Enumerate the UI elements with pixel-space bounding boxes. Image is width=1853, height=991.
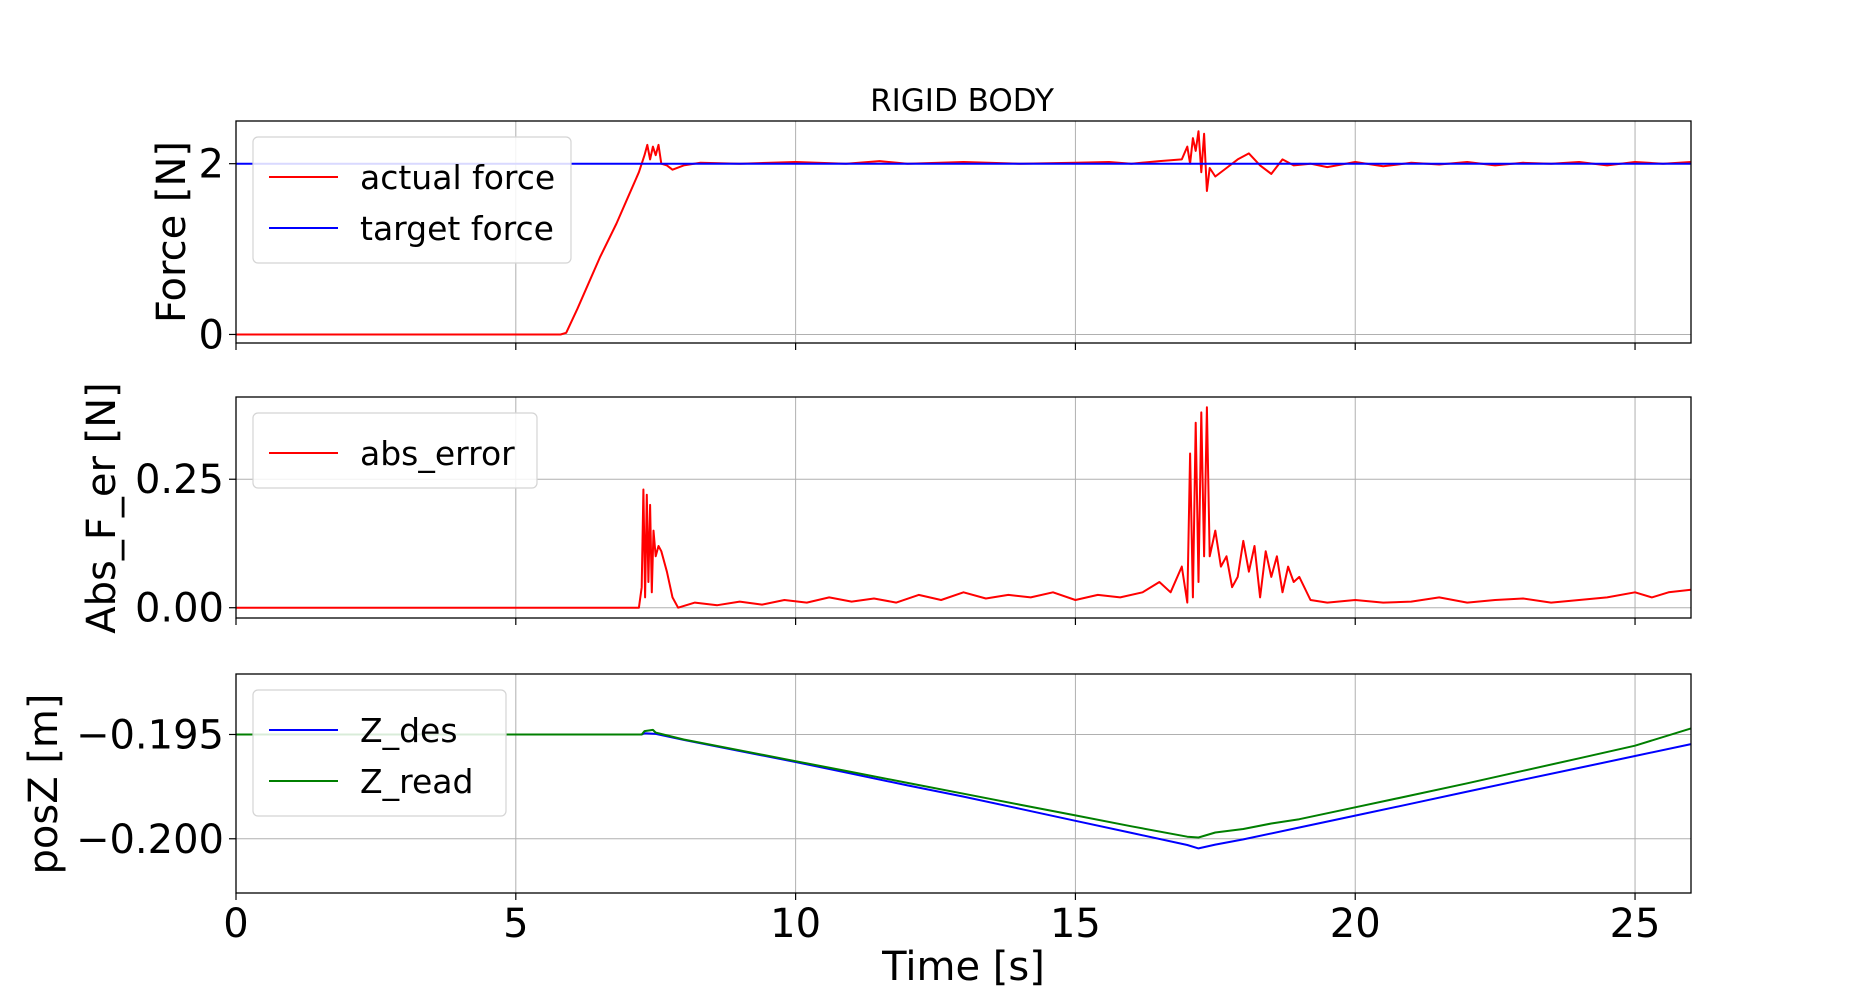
axes-frame — [235, 396, 1692, 619]
x-tick-label: 0 — [223, 901, 248, 947]
y-tick-label: −0.200 — [76, 817, 224, 863]
legend: actual force target force — [252, 136, 572, 264]
x-tick-label: 20 — [1330, 901, 1381, 947]
legend-label-abs-error: abs_error — [360, 434, 515, 473]
y-tick-label: 2 — [199, 142, 224, 188]
series-line-z-read — [236, 727, 1692, 839]
y-axis-label: Abs_F_er [N] — [79, 382, 125, 634]
x-tick-label: 25 — [1610, 901, 1661, 947]
y-tick-label: 0.25 — [135, 457, 224, 503]
legend-box — [252, 689, 507, 817]
y-tick-label: −0.195 — [76, 712, 224, 758]
y-tick-label: 0 — [199, 312, 224, 358]
x-tick-label: 5 — [503, 901, 528, 947]
x-tick-label: 15 — [1050, 901, 1101, 947]
legend: Z_des Z_read — [252, 689, 507, 817]
y-axis-label: Force [N] — [149, 141, 195, 323]
legend-box — [252, 136, 572, 264]
legend-label-actual-force: actual force — [360, 158, 555, 197]
y-axis-label: posZ [m] — [21, 694, 67, 875]
axes-frame — [235, 673, 1692, 894]
chart-title: RIGID BODY — [870, 83, 1054, 119]
axes-frame — [235, 120, 1692, 344]
legend-label-target-force: target force — [360, 209, 554, 248]
legend-box — [252, 412, 538, 489]
legend-label-z-read: Z_read — [360, 762, 473, 801]
series-line-abs-error — [236, 406, 1692, 609]
x-axis-label: Time [s] — [881, 944, 1045, 990]
legend-label-z-des: Z_des — [360, 711, 458, 750]
legend: abs_error — [252, 412, 538, 489]
x-tick-label: 10 — [770, 901, 821, 947]
y-tick-label: 0.00 — [135, 586, 224, 632]
